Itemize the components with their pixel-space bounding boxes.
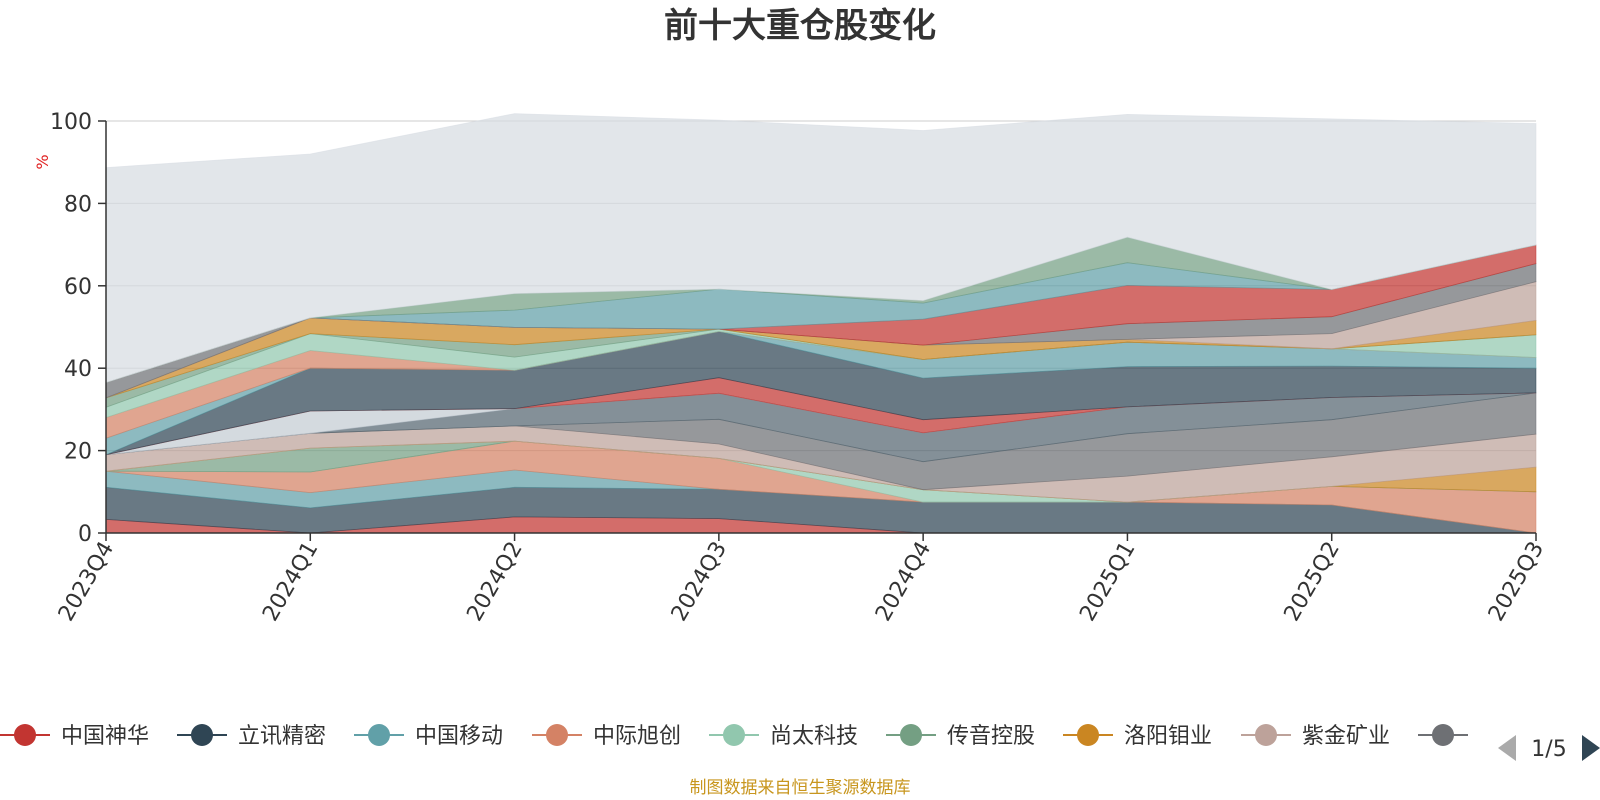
legend-pager: 1/5 <box>1498 735 1600 762</box>
legend-item[interactable]: 中国神华 <box>0 724 149 749</box>
x-tick-label: 2024Q3 <box>667 538 732 626</box>
legend-item[interactable] <box>1418 724 1468 746</box>
legend-label: 中国移动 <box>415 724 503 749</box>
legend-item[interactable]: 尚太科技 <box>709 724 858 749</box>
chart-title: 前十大重仓股变化 <box>664 6 936 46</box>
legend-item[interactable]: 立讯精密 <box>177 724 326 749</box>
legend-marker <box>191 724 213 746</box>
x-tick-label: 2025Q3 <box>1484 538 1549 626</box>
legend-marker <box>368 724 390 746</box>
area-series <box>105 113 1537 534</box>
x-tick-label: 2025Q1 <box>1075 538 1140 626</box>
legend-page-indicator: 1/5 <box>1531 737 1566 762</box>
legend-marker <box>1077 724 1099 746</box>
legend-marker <box>1255 724 1277 746</box>
legend-marker <box>546 724 568 746</box>
legend-item[interactable]: 中际旭创 <box>532 724 681 749</box>
legend-item[interactable]: 传音控股 <box>886 724 1035 749</box>
legend-label: 传音控股 <box>947 724 1035 749</box>
area-series-23 <box>105 113 1537 384</box>
legend-item[interactable]: 紫金矿业 <box>1241 724 1390 749</box>
legend-item[interactable]: 中国移动 <box>354 724 503 749</box>
x-tick-label: 2025Q2 <box>1280 538 1345 626</box>
legend-label: 尚太科技 <box>770 724 858 749</box>
x-tick-label: 2024Q2 <box>462 538 527 626</box>
legend-label: 紫金矿业 <box>1302 724 1390 749</box>
x-tick-label: 2024Q4 <box>871 538 936 626</box>
y-axis-label: % <box>33 154 52 169</box>
legend-prev-icon[interactable] <box>1498 735 1516 761</box>
legend-item[interactable]: 洛阳钼业 <box>1063 724 1212 749</box>
legend-next-icon[interactable] <box>1582 735 1600 761</box>
y-tick-label: 20 <box>64 440 92 465</box>
legend-marker <box>1432 724 1454 746</box>
legend-marker <box>723 724 745 746</box>
x-tick-label: 2023Q4 <box>54 538 119 626</box>
legend-label: 中际旭创 <box>593 724 681 749</box>
legend-label: 立讯精密 <box>238 724 326 749</box>
y-tick-label: 60 <box>64 275 92 300</box>
source-note: 制图数据来自恒生聚源数据库 <box>690 778 911 798</box>
legend-label: 中国神华 <box>61 724 149 749</box>
legend-label: 洛阳钼业 <box>1124 724 1212 749</box>
y-tick-label: 0 <box>78 522 92 547</box>
legend-marker <box>900 724 922 746</box>
x-tick-label: 2024Q1 <box>258 538 323 626</box>
y-tick-label: 100 <box>50 110 92 135</box>
legend: 中国神华 立讯精密 中国移动 中际旭创 尚太科技 传音控股 洛阳钼业 紫金矿业 <box>0 724 1468 749</box>
y-tick-label: 40 <box>64 357 92 382</box>
legend-marker <box>14 724 36 746</box>
y-tick-label: 80 <box>64 192 92 217</box>
